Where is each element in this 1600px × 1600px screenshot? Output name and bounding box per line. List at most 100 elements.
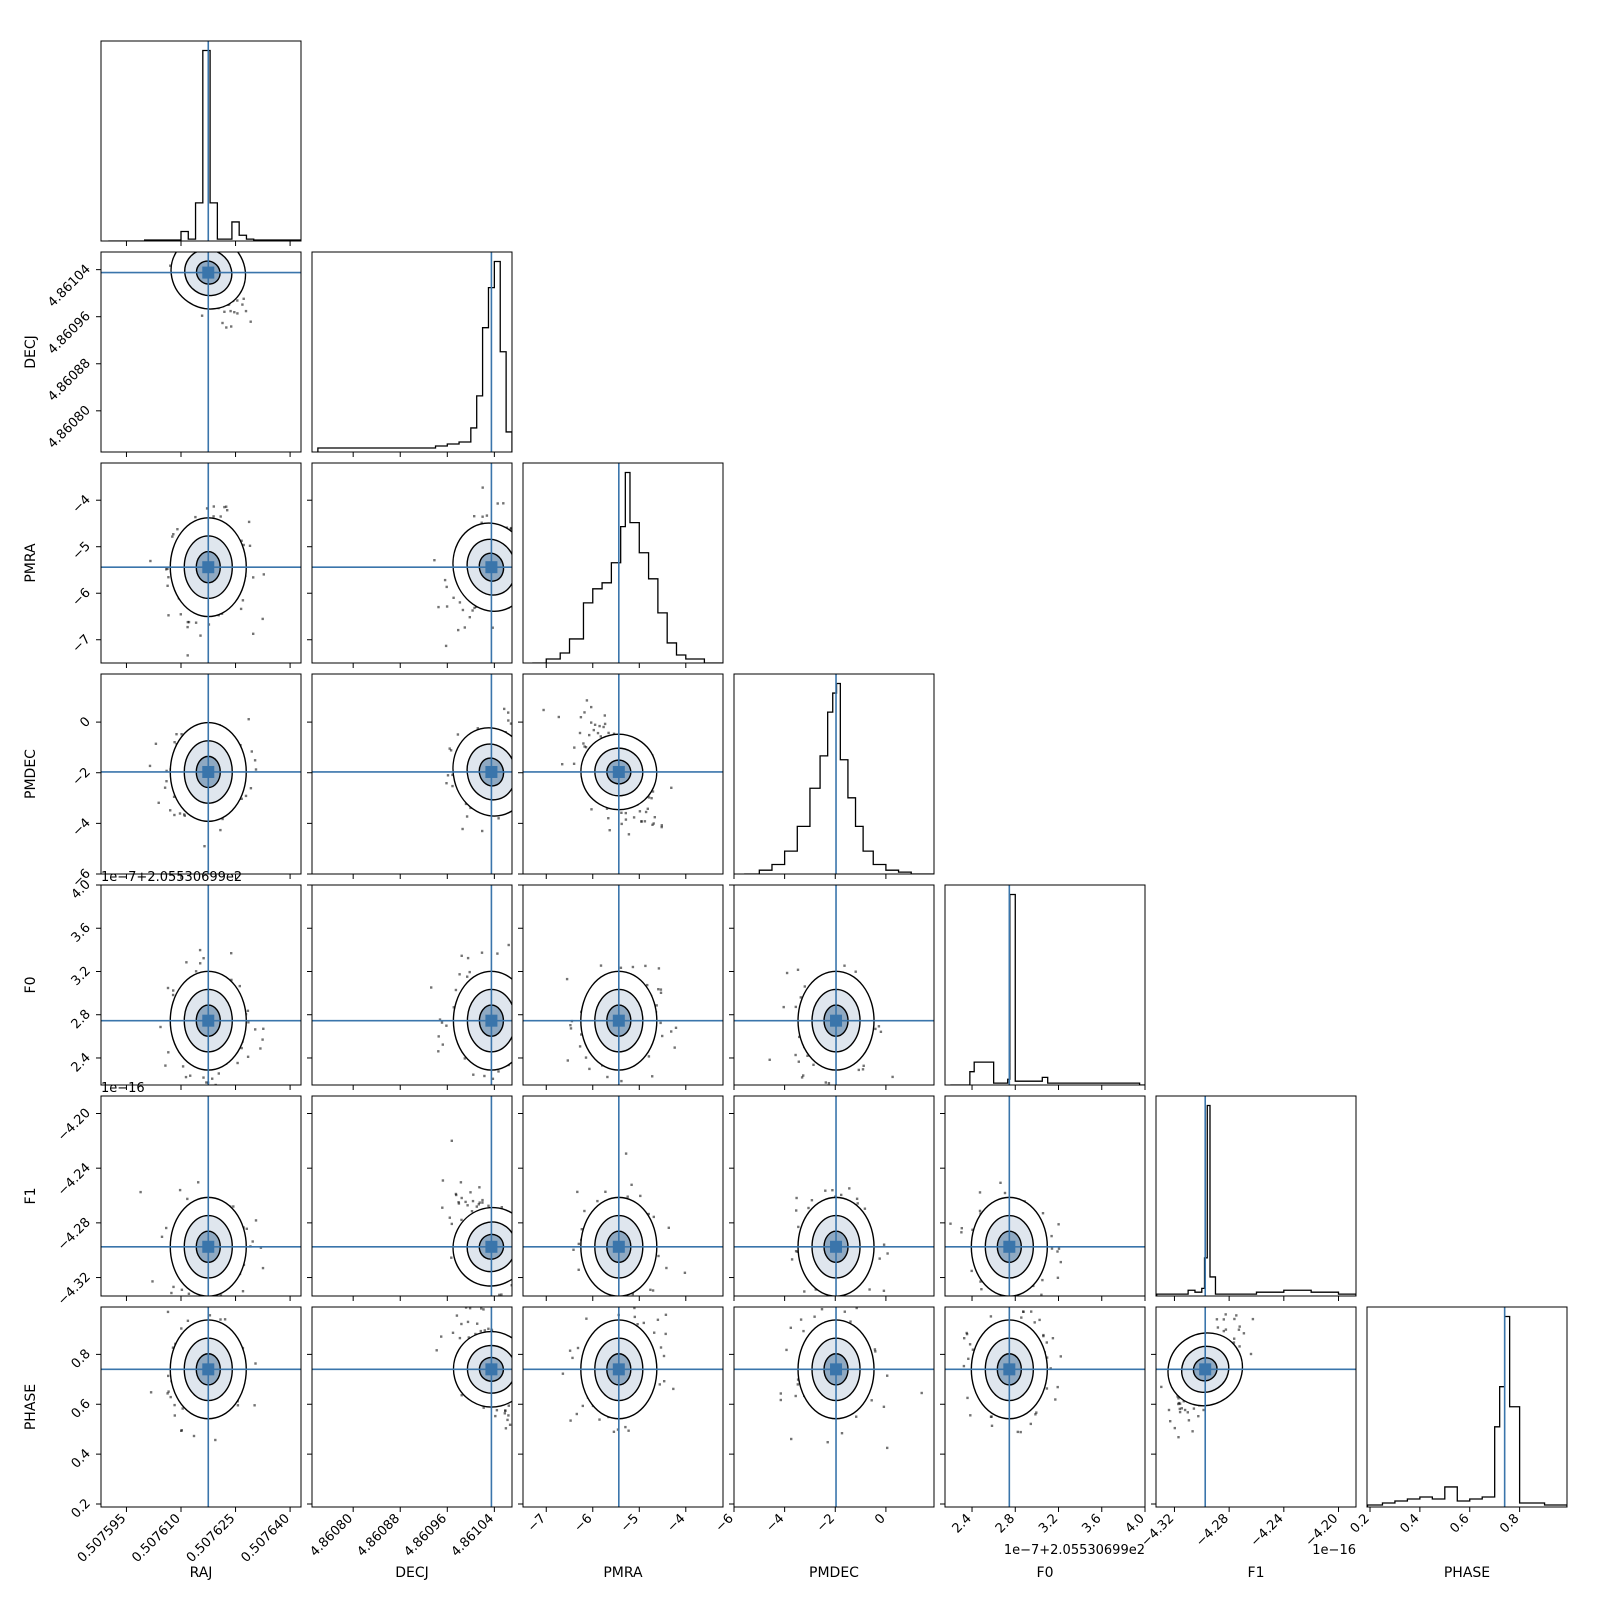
y-tick-label: 4.86096 xyxy=(45,309,94,358)
truth-marker xyxy=(485,1240,498,1253)
panel-frame xyxy=(1155,1095,1357,1297)
corner-panels: 4.860804.860884.860964.86104DECJ−7−6−5−4… xyxy=(23,40,1568,1581)
panel-pmra-pmra xyxy=(522,462,724,668)
truth-marker xyxy=(612,765,625,778)
panel-f1-raj: −4.32 −4.28 −4.24 −4.20 F1 1e−16 xyxy=(23,1081,302,1309)
panel-decj-decj xyxy=(311,251,513,457)
panel-f0-pmdec xyxy=(729,884,935,1090)
x-axis-label-raj: RAJ xyxy=(190,1565,213,1581)
panel-frame xyxy=(733,1095,935,1297)
histogram-pmra xyxy=(532,471,723,663)
panel-f1-f1 xyxy=(1155,1095,1357,1301)
panel-pmdec-pmdec xyxy=(733,673,935,879)
x-tick-label: 0.507640 xyxy=(238,1511,292,1565)
panel-pmdec-decj xyxy=(307,673,513,879)
panel-frame xyxy=(100,251,302,453)
panel-frame xyxy=(311,251,513,453)
x-axis-label-f0: F0 xyxy=(1037,1565,1054,1581)
y-tick-label: 4.86104 xyxy=(45,262,94,311)
x-tick-label: 2.4 xyxy=(950,1511,975,1536)
x-tick-label: 4.86088 xyxy=(354,1511,403,1560)
panel-frame xyxy=(733,1306,935,1508)
panel-phase-phase: 0.2 0.4 0.6 0.8 PHASE xyxy=(1348,1306,1568,1581)
x-tick-label: 0.8 xyxy=(1497,1511,1522,1536)
panel-f0-pmra xyxy=(518,884,724,1090)
y-tick-label: 3.6 xyxy=(69,920,94,945)
x-tick-label: 2.8 xyxy=(993,1511,1018,1536)
x-tick-label: 3.6 xyxy=(1079,1511,1104,1536)
x-offset-label: 1e−7+2.05530699e2 xyxy=(1004,1543,1145,1558)
y-tick-label: 0.2 xyxy=(69,1496,94,1521)
truth-marker xyxy=(202,1240,215,1253)
x-axis-label-f1: F1 xyxy=(1248,1565,1265,1581)
x-tick-label: 0 xyxy=(872,1511,888,1527)
histogram-pmdec xyxy=(744,682,934,874)
y-tick-label: 3.2 xyxy=(69,964,94,989)
histogram-f0 xyxy=(950,893,1145,1085)
x-axis-label-pmra: PMRA xyxy=(603,1565,643,1581)
panel-frame xyxy=(311,1306,513,1508)
panel-f0-decj xyxy=(307,884,513,1090)
x-axis-label-decj: DECJ xyxy=(395,1565,429,1581)
y-tick-label: −2 xyxy=(70,765,94,789)
panel-f1-decj xyxy=(307,1095,513,1301)
x-tick-label: 3.2 xyxy=(1036,1511,1061,1536)
x-tick-label: −4 xyxy=(664,1511,688,1535)
panel-f1-f0 xyxy=(940,1095,1146,1301)
panel-pmdec-pmra xyxy=(518,673,724,879)
panel-frame xyxy=(100,462,302,664)
truth-marker xyxy=(202,266,215,279)
truth-marker xyxy=(830,1240,843,1253)
y-axis-label-decj: DECJ xyxy=(23,335,39,369)
x-tick-label: 0.507610 xyxy=(129,1511,183,1565)
panel-phase-pmdec: −6 −4 −2 0 PMDEC xyxy=(713,1306,935,1581)
truth-marker xyxy=(830,1363,843,1376)
y-axis-label-pmra: PMRA xyxy=(23,543,39,583)
y-tick-label: 0.8 xyxy=(69,1347,94,1372)
x-tick-label: 0.2 xyxy=(1348,1511,1373,1536)
x-tick-label: −4.28 xyxy=(1193,1511,1232,1550)
truth-marker xyxy=(830,1014,843,1027)
x-tick-label: −4.24 xyxy=(1248,1511,1287,1550)
y-tick-label: −6 xyxy=(70,585,94,609)
y-axis-label-f1: F1 xyxy=(23,1188,39,1205)
panel-pmra-raj: −7 −6 −5 −4 PMRA xyxy=(23,462,302,668)
panel-frame xyxy=(311,462,513,664)
panel-f0-f0 xyxy=(944,884,1146,1090)
panel-frame xyxy=(311,1095,513,1297)
x-tick-label: 0.507595 xyxy=(75,1511,129,1565)
x-axis-label-pmdec: PMDEC xyxy=(809,1565,859,1581)
y-tick-label: −4.32 xyxy=(55,1270,94,1309)
y-tick-label: −7 xyxy=(70,632,94,656)
y-axis-label-pmdec: PMDEC xyxy=(23,749,39,799)
panel-f1-pmdec xyxy=(729,1095,935,1301)
histogram-raj xyxy=(108,49,301,241)
truth-marker xyxy=(612,1240,625,1253)
panel-frame xyxy=(944,1095,1146,1297)
histogram-phase xyxy=(1367,1315,1567,1507)
y-tick-label: 0 xyxy=(77,714,93,730)
y-tick-label: −5 xyxy=(70,539,94,563)
x-axis-label-phase: PHASE xyxy=(1444,1565,1490,1581)
x-tick-label: −5 xyxy=(618,1511,642,1535)
y-tick-label: −4.28 xyxy=(55,1215,94,1254)
panel-pmra-decj xyxy=(307,462,513,668)
panel-frame xyxy=(311,673,513,875)
panel-frame xyxy=(100,673,302,875)
x-tick-label: 4.86080 xyxy=(307,1511,356,1560)
panel-frame xyxy=(311,884,513,1086)
y-tick-label: 2.8 xyxy=(69,1007,94,1032)
y-axis-label-f0: F0 xyxy=(23,977,39,994)
panel-frame xyxy=(1366,1306,1568,1508)
x-tick-label: −2 xyxy=(814,1511,838,1535)
y-tick-label: 4.86088 xyxy=(45,356,94,405)
y-tick-label: 0.4 xyxy=(69,1446,94,1471)
panel-frame xyxy=(733,673,935,875)
truth-marker xyxy=(1003,1240,1016,1253)
y-tick-label: 2.4 xyxy=(69,1050,94,1075)
x-tick-label: 4.86096 xyxy=(401,1511,450,1560)
